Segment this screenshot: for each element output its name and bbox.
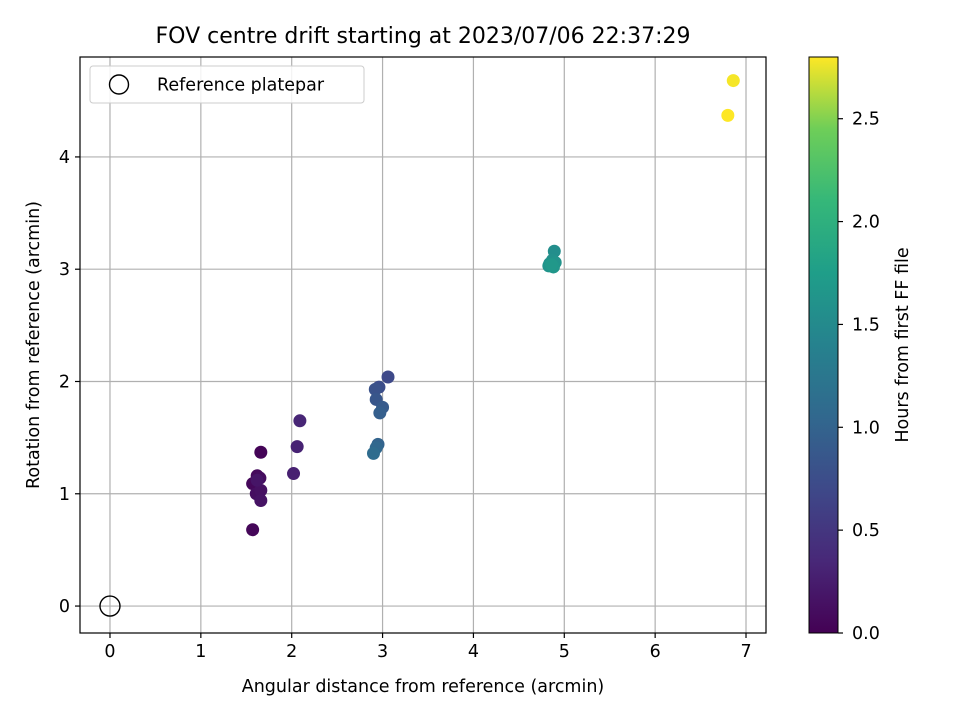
x-tick-label: 2	[286, 642, 297, 662]
data-point	[290, 440, 304, 454]
colorbar-ticks: 0.0 0.5 1.0 1.5 2.0 2.5	[838, 110, 880, 644]
data-point	[368, 382, 382, 396]
data-point	[721, 108, 735, 122]
data-point	[254, 483, 268, 497]
legend-box	[89, 65, 365, 104]
data-point	[381, 370, 395, 384]
data-point	[246, 523, 260, 537]
chart-title: FOV centre drift starting at 2023/07/06 …	[156, 24, 691, 49]
axis-ticks: 0 1 2 3 4 5 6 7 0 1 2 3 4	[59, 148, 752, 662]
data-point	[366, 446, 380, 460]
colorbar-tick-label: 0.0	[852, 624, 880, 644]
reference-point	[99, 595, 121, 617]
data-point	[545, 258, 559, 272]
colorbar-tick-label: 2.5	[852, 110, 880, 130]
data-point	[293, 414, 307, 428]
legend: Reference platepar	[89, 65, 365, 104]
colorbar-tick-label: 1.5	[852, 315, 880, 335]
y-tick-label: 1	[59, 485, 70, 505]
colorbar-gradient	[808, 56, 839, 634]
x-tick-label: 3	[377, 642, 388, 662]
colorbar-tick-label: 1.0	[852, 418, 880, 438]
legend-label-reference: Reference platepar	[157, 76, 325, 96]
x-tick-label: 6	[650, 642, 661, 662]
x-tick-label: 5	[559, 642, 570, 662]
x-tick-label: 1	[195, 642, 206, 662]
grid	[80, 57, 766, 633]
colorbar-tick-label: 0.5	[852, 521, 880, 541]
y-tick-label: 0	[59, 597, 70, 617]
legend-marker-reference	[108, 74, 130, 95]
y-tick-label: 3	[59, 260, 70, 280]
colorbar-label: Hours from first FF file	[893, 247, 913, 442]
data-point	[373, 406, 387, 420]
x-tick-label: 4	[468, 642, 479, 662]
x-tick-label: 0	[104, 642, 115, 662]
y-tick-label: 2	[59, 372, 70, 392]
colorbar-tick-label: 2.0	[852, 213, 880, 233]
data-point	[726, 74, 740, 88]
data-point	[250, 473, 264, 487]
data-point	[287, 467, 301, 481]
data-point	[254, 494, 268, 508]
plot-frame	[79, 56, 767, 634]
data-points	[99, 74, 740, 617]
y-tick-label: 4	[59, 148, 70, 168]
x-axis-label: Angular distance from reference (arcmin)	[242, 677, 605, 697]
data-point	[254, 445, 268, 459]
colorbar: 0.0 0.5 1.0 1.5 2.0 2.5 Hours from first FF f…	[808, 56, 913, 644]
y-axis-label: Rotation from reference (arcmin)	[24, 201, 44, 489]
x-tick-label: 7	[740, 642, 751, 662]
